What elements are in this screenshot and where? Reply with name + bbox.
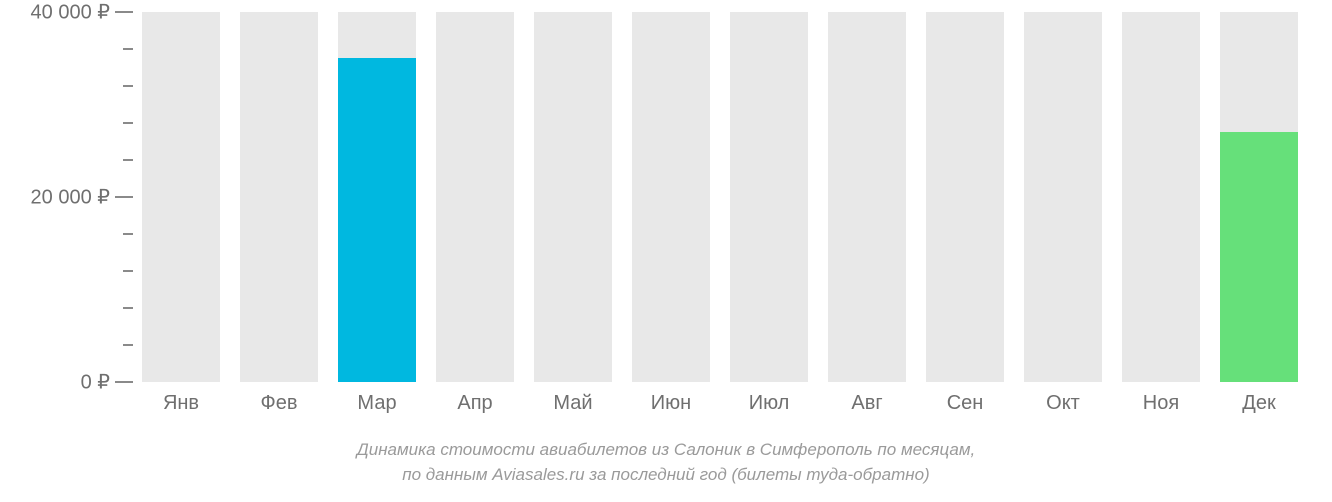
x-label: Июн (651, 392, 691, 415)
bar-placeholder (1024, 12, 1102, 382)
y-tick-major (115, 381, 133, 383)
x-label: Ноя (1143, 392, 1179, 415)
price-chart: 40 000 ₽ 20 000 ₽ 0 ₽ (0, 0, 1332, 502)
bar-mar (338, 12, 416, 382)
x-label: Сен (947, 392, 984, 415)
bar-value (1220, 132, 1298, 382)
bar-jul (730, 12, 808, 382)
bar-may (534, 12, 612, 382)
y-tick-minor (123, 344, 133, 346)
bar-placeholder (142, 12, 220, 382)
x-label: Май (553, 392, 592, 415)
bar-aug (828, 12, 906, 382)
x-label: Мар (357, 392, 396, 415)
y-tick-major (115, 196, 133, 198)
bar-nov (1122, 12, 1200, 382)
y-tick-minor (123, 85, 133, 87)
bar-placeholder (828, 12, 906, 382)
x-label: Янв (163, 392, 199, 415)
bar-placeholder (926, 12, 1004, 382)
y-tick-major (115, 11, 133, 13)
chart-caption-line1: Динамика стоимости авиабилетов из Салони… (0, 440, 1332, 460)
y-tick-minor (123, 48, 133, 50)
x-label: Июл (749, 392, 790, 415)
bar-placeholder (1122, 12, 1200, 382)
y-tick-minor (123, 159, 133, 161)
bar-jun (632, 12, 710, 382)
bar-placeholder (534, 12, 612, 382)
x-label: Дек (1242, 392, 1275, 415)
bar-placeholder (730, 12, 808, 382)
bar-jan (142, 12, 220, 382)
y-tick-minor (123, 307, 133, 309)
bar-sep (926, 12, 1004, 382)
bar-value (338, 58, 416, 382)
bar-oct (1024, 12, 1102, 382)
y-tick-minor (123, 270, 133, 272)
y-axis-label-2: 0 ₽ (81, 370, 110, 395)
bar-placeholder (240, 12, 318, 382)
y-axis-label-1: 20 000 ₽ (31, 185, 110, 210)
chart-caption-line2: по данным Aviasales.ru за последний год … (0, 465, 1332, 485)
y-axis-label-0: 40 000 ₽ (31, 0, 110, 25)
bar-feb (240, 12, 318, 382)
x-label: Апр (457, 392, 492, 415)
bar-apr (436, 12, 514, 382)
x-label: Окт (1046, 392, 1080, 415)
bar-placeholder (632, 12, 710, 382)
plot-area (140, 12, 1320, 382)
y-tick-minor (123, 233, 133, 235)
x-label: Фев (261, 392, 298, 415)
y-tick-minor (123, 122, 133, 124)
bar-placeholder (436, 12, 514, 382)
bar-dec (1220, 12, 1298, 382)
x-label: Авг (851, 392, 882, 415)
